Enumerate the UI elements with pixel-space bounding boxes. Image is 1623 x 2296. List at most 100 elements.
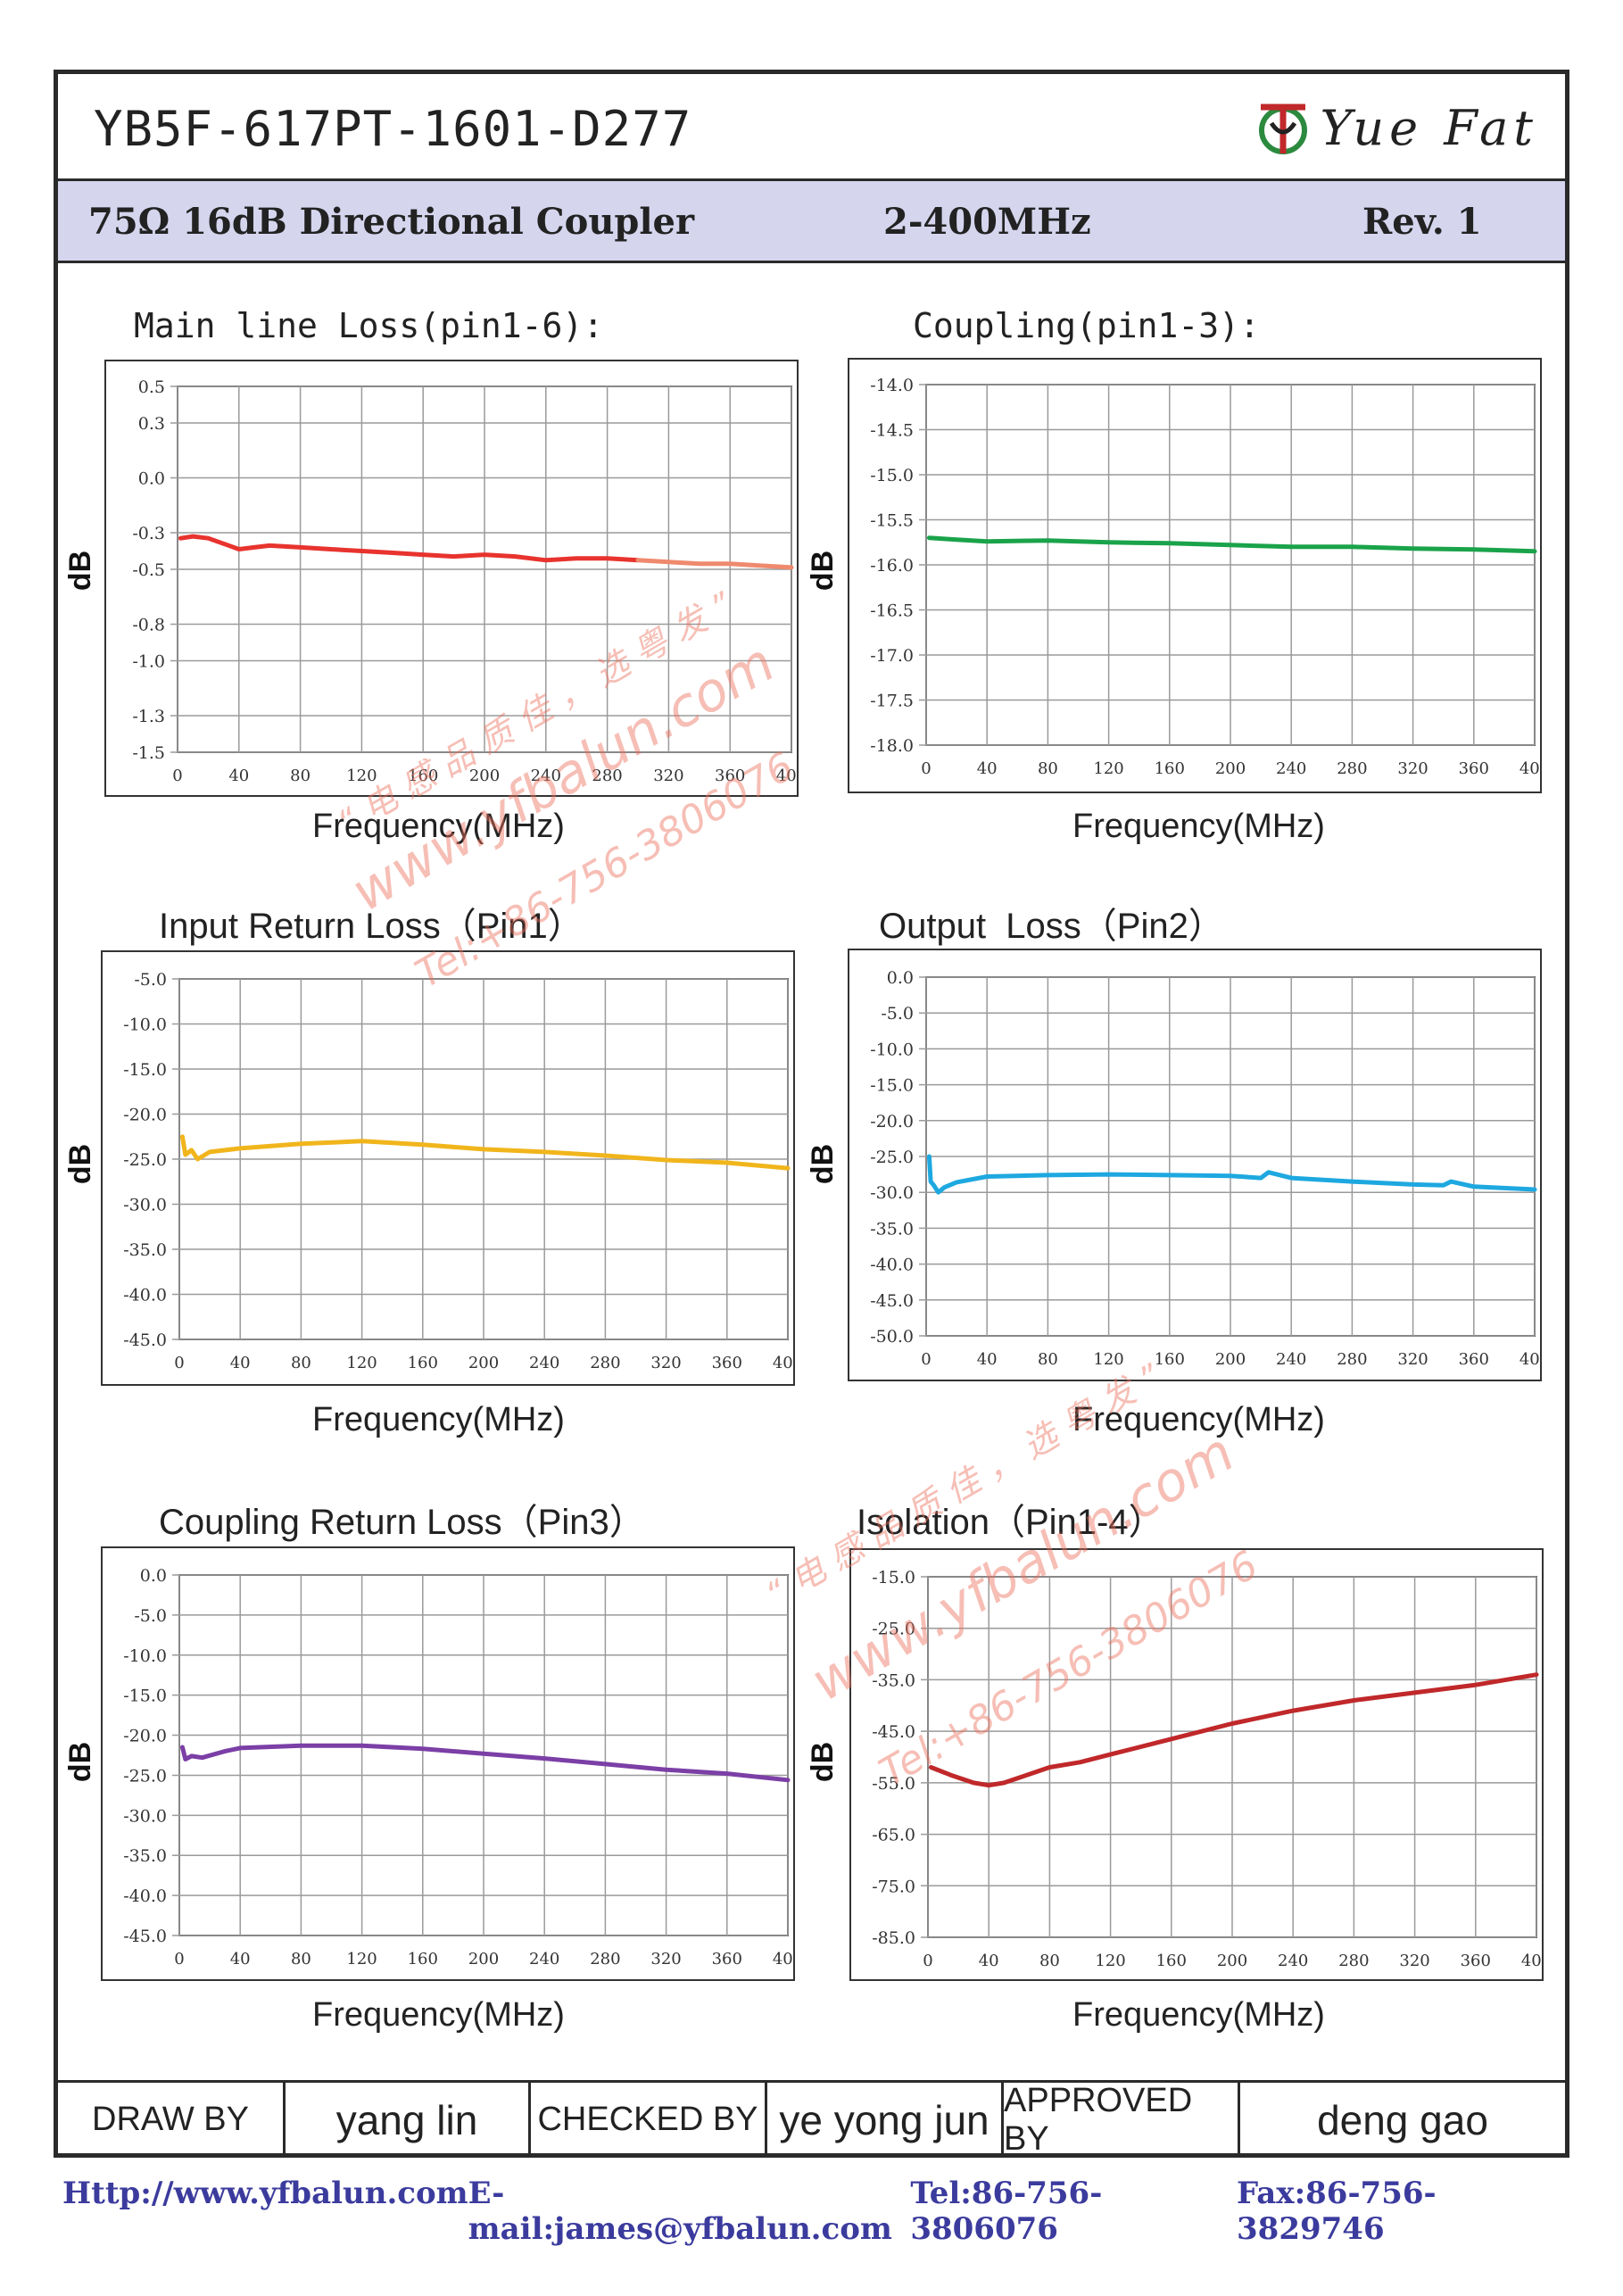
part-number: YB5F-617PT-1601-D277: [94, 101, 692, 157]
x-tick-label: 240: [1276, 759, 1306, 778]
title-row: YB5F-617PT-1601-D277 Yue Fat: [58, 74, 1565, 181]
y-tick-label: -15.0: [870, 466, 914, 485]
series-line: [179, 1134, 791, 1171]
plot-isolation: 0 40 80 120 160 200 240 280 320 360 400 -15.0 -25.0 -…: [872, 1568, 1552, 1970]
x-tick-label: 40: [230, 1950, 251, 1969]
footer-fax: Fax:86-756-3829746: [1237, 2176, 1437, 2247]
x-tick-label: 160: [1155, 759, 1185, 778]
x-tick-label: 280: [590, 1354, 620, 1372]
y-tick-label: -17.0: [870, 646, 914, 666]
checked-by-name: ye yong jun: [767, 2083, 1004, 2157]
y-tick-label: -25.0: [123, 1766, 167, 1786]
x-tick-label: 320: [1397, 759, 1428, 778]
x-tick-label: 160: [408, 767, 438, 785]
x-tick-label: 0: [174, 1950, 184, 1969]
x-tick-label: 0: [172, 767, 182, 785]
footer-website[interactable]: Http://www.yfbalun.com: [62, 2176, 468, 2211]
xlabel-main-line-loss: Frequency(MHz): [312, 808, 565, 845]
approved-by-name: deng gao: [1317, 2096, 1488, 2143]
y-tick-label: -65.0: [872, 1826, 915, 1845]
x-tick-label: 0: [921, 759, 931, 778]
x-tick-label: 80: [291, 1950, 311, 1969]
series-line: [635, 558, 794, 570]
footer-tel: Tel:86-756-3806076: [910, 2176, 1103, 2247]
contact-footer: Http://www.yfbalun.com E-mail:james@yfba…: [62, 2176, 1570, 2247]
xlabel-input-return-loss: Frequency(MHz): [312, 1401, 565, 1438]
x-tick-label: 80: [1039, 1952, 1060, 1970]
plot-input-return-loss: 0 40 80 120 160 200 240 280 320 360 400 -5.0 -10.0 -1…: [123, 970, 803, 1372]
y-tick-label: -45.0: [123, 1330, 167, 1350]
y-tick-label: -25.0: [123, 1150, 167, 1170]
y-tick-label: -1.5: [132, 743, 165, 763]
x-tick-label: 80: [291, 1354, 311, 1372]
x-tick-label: 240: [1276, 1350, 1306, 1369]
x-tick-label: 240: [531, 767, 561, 785]
x-tick-label: 40: [977, 759, 998, 778]
company-logo: Yue Fat: [1252, 90, 1538, 165]
ylabel-output-loss: dB: [806, 1143, 840, 1185]
x-tick-label: 40: [977, 1350, 998, 1369]
x-tick-label: 160: [408, 1354, 438, 1372]
x-tick-label: 80: [1038, 759, 1058, 778]
x-tick-label: 120: [1093, 759, 1123, 778]
chart-main-line-loss: 0 40 80 120 160 200 240 280 320 360 400 0.5 0.3 0.0 -0…: [104, 360, 807, 797]
x-tick-label: 360: [712, 1950, 742, 1969]
chart-title-input-return-loss: Input Return Loss（Pin1）: [159, 907, 584, 946]
chart-title-output-loss: Output Loss（Pin2）: [879, 907, 1224, 946]
x-tick-label: 320: [653, 767, 683, 785]
y-tick-label: -30.0: [123, 1196, 167, 1215]
y-tick-label: -0.8: [132, 616, 165, 635]
y-tick-label: -40.0: [123, 1886, 167, 1906]
x-tick-label: 200: [469, 767, 500, 785]
x-tick-label: 0: [921, 1350, 931, 1369]
y-tick-label: -45.0: [123, 1927, 167, 1946]
y-tick-label: -40.0: [123, 1286, 167, 1305]
chart-title-isolation: Isolation（Pin1-4）: [857, 1503, 1164, 1542]
y-tick-label: -14.0: [870, 376, 914, 395]
y-tick-label: -10.0: [870, 1040, 914, 1059]
y-tick-label: -35.0: [123, 1240, 167, 1260]
x-tick-label: 320: [650, 1354, 681, 1372]
footer-email[interactable]: E-mail:james@yfbalun.com: [468, 2176, 892, 2247]
x-tick-label: 200: [1215, 1350, 1246, 1369]
x-tick-label: 0: [174, 1354, 184, 1372]
checked-by-label: CHECKED BY: [531, 2083, 767, 2157]
y-tick-label: 0.5: [138, 377, 165, 397]
x-tick-label: 200: [468, 1354, 499, 1372]
x-tick-label: 120: [1095, 1952, 1125, 1970]
y-tick-label: -10.0: [123, 1015, 167, 1035]
chart-title-main-line-loss: Main line Loss(pin1-6):: [134, 306, 604, 345]
x-tick-label: 120: [1093, 1350, 1123, 1369]
chart-output-loss: 0 40 80 120 160 200 240 280 320 360 400 0.0 -5.0 -10.…: [848, 949, 1550, 1381]
y-tick-label: -5.0: [881, 1004, 914, 1024]
series-line: [179, 1743, 791, 1783]
frequency-range: 2-400MHz: [883, 201, 1091, 243]
x-tick-label: 40: [979, 1952, 999, 1970]
x-tick-label: 40: [228, 767, 249, 785]
y-tick-label: -30.0: [123, 1806, 167, 1826]
plot-coupling-return-loss: 0 40 80 120 160 200 240 280 320 360 400 0.0 -5.0 -10.…: [123, 1566, 803, 1969]
x-tick-label: 120: [346, 1354, 377, 1372]
chart-coupling-return-loss: 0 40 80 120 160 200 240 280 320 360 400 0.0 -5.0 -10.…: [101, 1546, 803, 1981]
x-tick-label: 280: [1338, 1952, 1369, 1970]
x-tick-label: 160: [1155, 1350, 1185, 1369]
y-tick-label: 0.0: [887, 968, 914, 988]
x-tick-label: 240: [1278, 1952, 1308, 1970]
y-tick-label: -1.3: [132, 707, 165, 726]
spec-sheet: YB5F-617PT-1601-D277 Yue Fat 75Ω 16dB Di…: [54, 70, 1569, 2158]
x-tick-label: 400: [1519, 759, 1540, 778]
x-tick-label: 0: [923, 1952, 932, 1970]
y-tick-label: -10.0: [123, 1646, 167, 1666]
y-tick-label: -5.0: [134, 970, 167, 990]
y-tick-label: -0.5: [132, 560, 165, 580]
y-tick-label: -15.0: [123, 1060, 167, 1080]
spec-band: 75Ω 16dB Directional Coupler 2-400MHz Re…: [58, 181, 1565, 263]
y-tick-label: -5.0: [134, 1606, 167, 1626]
y-tick-label: -1.0: [132, 652, 165, 672]
x-tick-label: 280: [592, 767, 622, 785]
x-tick-label: 280: [590, 1950, 620, 1969]
y-tick-label: -0.3: [132, 524, 165, 543]
chart-title-coupling-return-loss: Coupling Return Loss（Pin3）: [159, 1503, 645, 1542]
xlabel-coupling: Frequency(MHz): [1072, 808, 1325, 845]
chart-isolation: 0 40 80 120 160 200 240 280 320 360 400 -15.0 -25.0 -…: [849, 1548, 1552, 1981]
